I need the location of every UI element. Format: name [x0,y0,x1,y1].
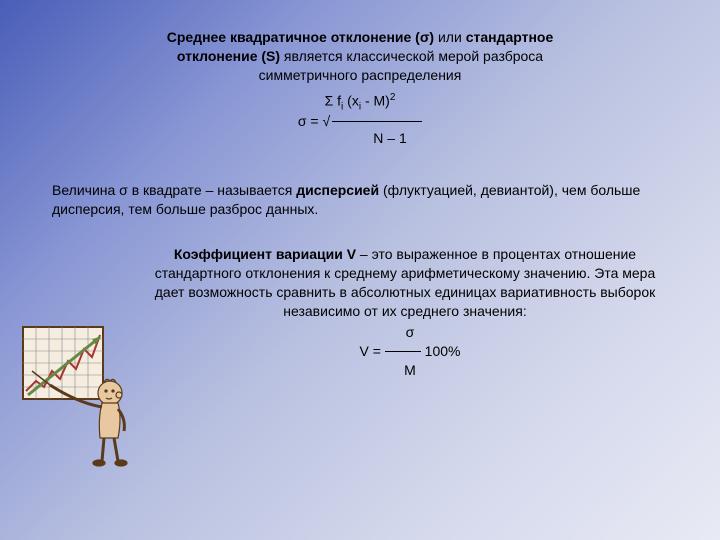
paragraph-variation: Коэффициент вариации V – это выраженное … [48,245,672,321]
formula2-pct: 100% [421,343,461,359]
title-line2-bold: отклонение (S) [177,48,280,64]
title-plain-1: или [434,29,466,45]
formula1-numerator: Σ fi (xi - M)2 [325,91,396,114]
title-line3: симметричного распределения [48,66,672,85]
formula2-denominator: M [148,361,672,380]
title-line1: Среднее квадратичное отклонение (σ) или … [48,28,672,47]
formula1-sigma-eq: σ = √ [298,113,330,129]
formula1-numerator-line: Σ fi (xi - M)2 [48,91,672,114]
title-block: Среднее квадратичное отклонение (σ) или … [48,28,672,85]
formula2-eq-line: V = 100% [148,342,672,361]
para1-bold: дисперсией [296,182,379,198]
title-line2: отклонение (S) является классической мер… [48,47,672,66]
para1-pre: Величина σ в квадрате – называется [52,182,296,198]
title-bold-b: стандартное [466,29,554,45]
formula1-denominator: N – 1 [48,129,672,148]
formula2-fraction-line [385,351,421,352]
formula1-fraction-line [332,121,422,122]
formula2-numerator: σ [148,323,672,342]
illustration-chart-person [18,323,143,468]
title-bold-a: Среднее квадратичное отклонение (σ) [167,29,434,45]
para2-bold: Коэффициент вариации V [174,246,356,262]
title-line2-plain: является классической мерой разброса [280,48,543,64]
paragraph-dispersion: Величина σ в квадрате – называется диспе… [48,181,672,219]
formula2-eq: V = [360,343,385,359]
